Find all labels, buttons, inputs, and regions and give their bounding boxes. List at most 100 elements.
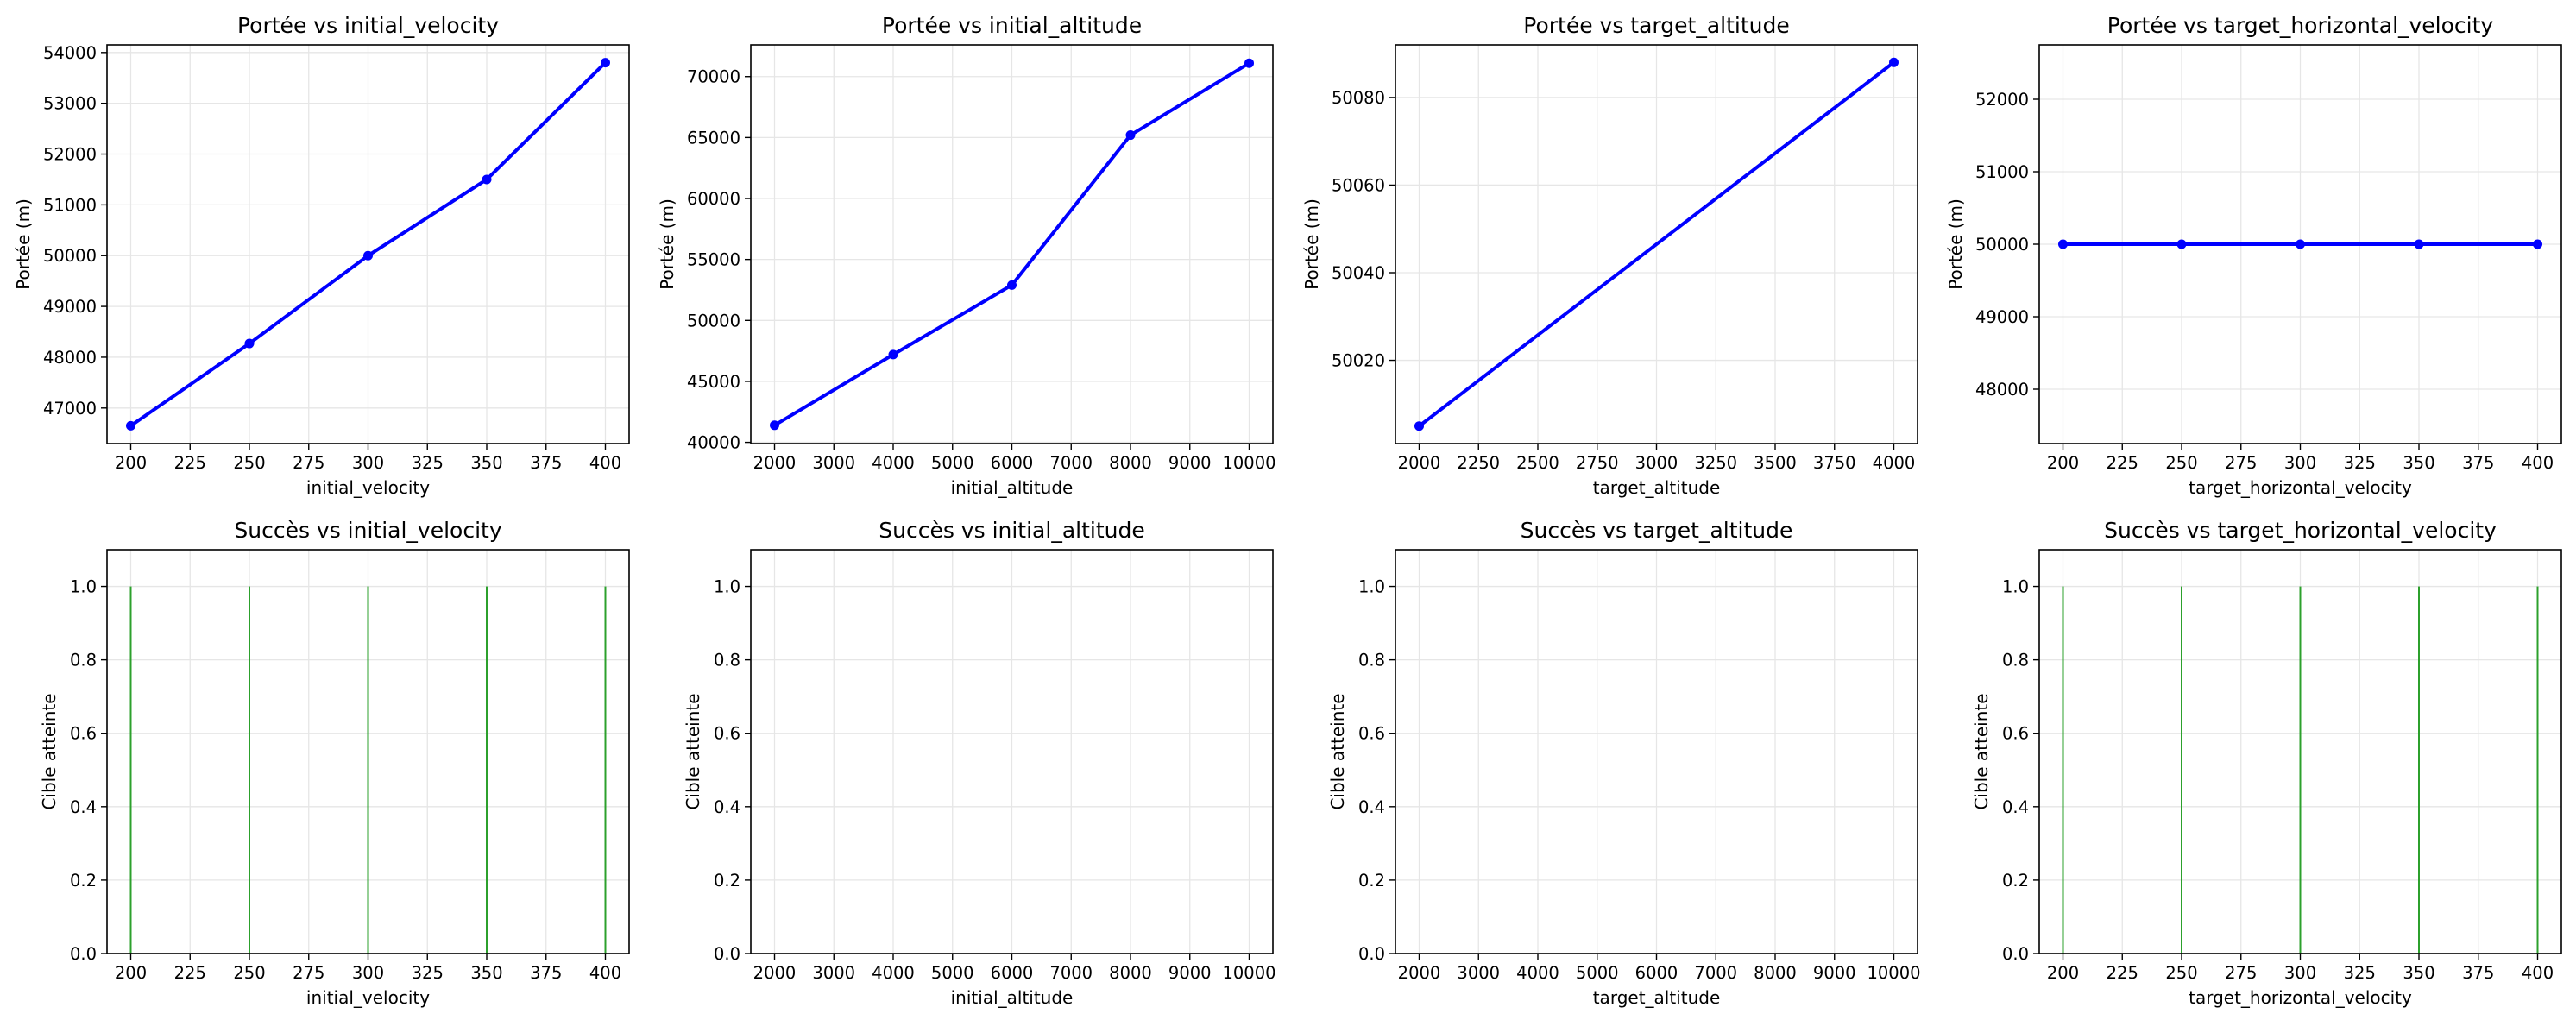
x-tick-label: 300 (352, 453, 384, 473)
x-tick-label: 8000 (1109, 963, 1152, 983)
y-tick-label: 50020 (1332, 351, 1385, 371)
x-tick-label: 250 (2165, 963, 2197, 983)
y-tick-label: 1.0 (70, 577, 97, 597)
x-tick-label: 325 (412, 453, 444, 473)
data-point (2414, 239, 2424, 249)
y-tick-label: 49000 (43, 297, 97, 317)
data-point (126, 420, 135, 431)
y-axis-label: Cible atteinte (1971, 693, 1992, 809)
y-tick-label: 40000 (687, 433, 740, 453)
bar (604, 586, 607, 954)
subplot-6: 2000 3000 4000 5000 6000 7000 8000 9000 10000 0.0… (683, 518, 1276, 1008)
y-tick-label: 0.2 (2002, 871, 2029, 891)
x-tick-label: 3750 (1813, 453, 1856, 473)
x-tick-label: 7000 (1694, 963, 1737, 983)
subplot-8: 200 225 250 275 300 325 350 375 400 0.0 0.2 0.4 0.6 0… (1971, 518, 2562, 1008)
y-tick-label: 0.6 (1358, 724, 1385, 744)
y-axis-label: Portée (m) (1945, 198, 1966, 290)
y-tick-label: 1.0 (2002, 577, 2029, 597)
x-tick-label: 325 (2344, 453, 2376, 473)
data-point (244, 338, 255, 349)
y-tick-label: 0.2 (70, 871, 97, 891)
y-tick-label: 50000 (1975, 235, 2029, 255)
data-point (770, 420, 779, 431)
x-tick-label: 5000 (931, 963, 974, 983)
bar (367, 586, 369, 954)
y-tick-label: 52000 (43, 145, 97, 165)
y-tick-label: 0.6 (70, 724, 97, 744)
x-axis-label: target_altitude (1593, 987, 1721, 1008)
y-tick-label: 0.2 (714, 871, 740, 891)
x-tick-label: 9000 (1168, 963, 1212, 983)
x-tick-label: 275 (293, 963, 324, 983)
y-tick-label: 50060 (1332, 175, 1385, 195)
y-tick-label: 50040 (1332, 263, 1385, 283)
x-tick-label: 200 (2047, 453, 2079, 473)
x-tick-label: 10000 (1867, 963, 1920, 983)
subplot-1: 200 225 250 275 300 325 350 375 400 47000 48000 490… (13, 13, 630, 498)
x-tick-label: 4000 (1873, 453, 1916, 473)
bar (2181, 586, 2182, 954)
bar (2418, 586, 2420, 954)
y-tick-label: 1.0 (714, 577, 740, 597)
x-tick-label: 225 (2107, 453, 2138, 473)
y-tick-label: 45000 (687, 372, 740, 392)
x-tick-label: 350 (470, 453, 502, 473)
x-tick-label: 400 (589, 963, 621, 983)
y-tick-label: 60000 (687, 189, 740, 209)
y-tick-label: 51000 (1975, 162, 2029, 182)
x-tick-label: 300 (352, 963, 384, 983)
x-axis-label: target_horizontal_velocity (2189, 987, 2412, 1008)
y-tick-label: 51000 (43, 195, 97, 215)
x-tick-label: 400 (589, 453, 621, 473)
subplot-7: 2000 3000 4000 5000 6000 7000 8000 9000 10000 0.0… (1327, 518, 1921, 1008)
y-tick-label: 0.4 (2002, 797, 2029, 817)
x-tick-label: 4000 (872, 963, 915, 983)
y-axis-label: Portée (m) (13, 198, 34, 290)
x-tick-label: 8000 (1754, 963, 1797, 983)
x-tick-label: 325 (2344, 963, 2376, 983)
y-tick-label: 53000 (43, 94, 97, 114)
x-axis-label: initial_altitude (951, 477, 1074, 498)
x-tick-label: 3000 (1457, 963, 1500, 983)
data-point (1244, 58, 1254, 68)
y-tick-label: 0.2 (1358, 871, 1385, 891)
x-tick-label: 6000 (991, 453, 1034, 473)
x-tick-label: 250 (2165, 453, 2197, 473)
x-tick-label: 3000 (1635, 453, 1678, 473)
y-tick-label: 0.4 (714, 797, 740, 817)
x-tick-label: 5000 (1576, 963, 1619, 983)
y-tick-label: 0.0 (1358, 944, 1385, 964)
subplot-5: 200 225 250 275 300 325 350 375 400 0.0 0.2 0.4 0.6 0… (39, 518, 630, 1008)
subplot-title: Portée vs target_horizontal_velocity (2107, 13, 2494, 38)
x-tick-label: 400 (2522, 453, 2554, 473)
x-axis-label: initial_velocity (306, 477, 430, 498)
x-tick-label: 350 (2403, 963, 2434, 983)
y-tick-label: 0.6 (2002, 724, 2029, 744)
x-tick-label: 375 (530, 453, 562, 473)
x-tick-label: 225 (174, 453, 206, 473)
data-point (2533, 239, 2542, 249)
data-point (601, 58, 610, 68)
x-tick-label: 2000 (753, 453, 797, 473)
x-tick-label: 3000 (812, 963, 855, 983)
x-tick-label: 3250 (1694, 453, 1737, 473)
series-line (1418, 60, 1895, 428)
x-tick-label: 6000 (1635, 963, 1678, 983)
x-tick-label: 375 (2462, 963, 2494, 983)
x-axis-label: initial_velocity (306, 987, 430, 1008)
x-tick-label: 200 (2047, 963, 2079, 983)
x-tick-label: 2750 (1576, 453, 1619, 473)
subplot-2: 2000 3000 4000 5000 6000 7000 8000 9000 10000 400… (657, 13, 1276, 498)
y-tick-label: 0.8 (2002, 651, 2029, 671)
x-tick-label: 250 (233, 963, 265, 983)
y-tick-label: 0.8 (70, 651, 97, 671)
subplot-title: Succès vs initial_velocity (234, 518, 501, 543)
y-tick-label: 0.4 (70, 797, 97, 817)
x-tick-label: 2000 (1398, 963, 1441, 983)
subplot-title: Portée vs initial_velocity (237, 13, 499, 38)
subplot-3: 2000 2250 2500 2750 3000 3250 3500 3750 4000 5002… (1301, 13, 1918, 498)
y-tick-label: 48000 (43, 348, 97, 368)
y-tick-label: 0.0 (714, 944, 740, 964)
